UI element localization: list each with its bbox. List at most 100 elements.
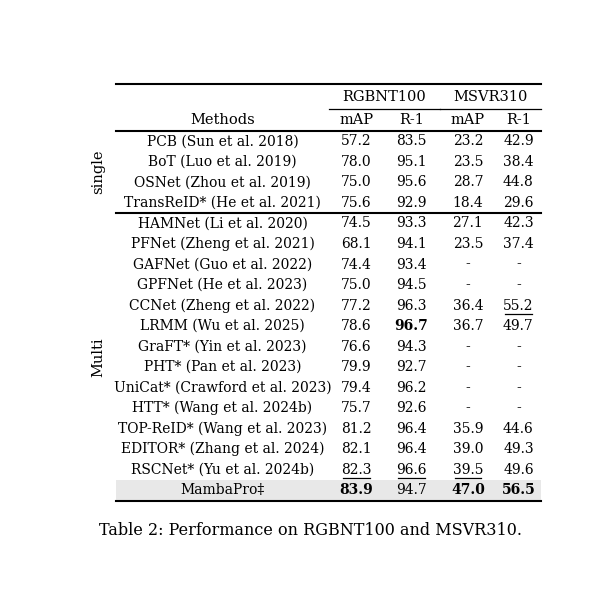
Text: PFNet (Zheng et al. 2021): PFNet (Zheng et al. 2021) [130,237,315,251]
Text: 78.0: 78.0 [341,155,371,169]
Text: -: - [516,278,521,292]
Text: 82.3: 82.3 [341,463,371,477]
Text: -: - [516,401,521,415]
Text: 42.9: 42.9 [503,135,534,148]
Text: 94.7: 94.7 [396,484,427,498]
Text: -: - [465,401,470,415]
Text: 36.7: 36.7 [453,319,483,333]
Bar [116,480,541,501]
Text: 75.0: 75.0 [341,278,371,292]
Text: MambaPro‡: MambaPro‡ [181,484,265,498]
Text: 28.7: 28.7 [453,175,483,190]
Text: 79.4: 79.4 [341,381,371,395]
Text: 94.1: 94.1 [396,237,427,251]
Text: 56.5: 56.5 [502,484,535,498]
Text: TransReID* (He et al. 2021): TransReID* (He et al. 2021) [124,196,321,210]
Text: EDITOR* (Zhang et al. 2024): EDITOR* (Zhang et al. 2024) [121,442,324,456]
Text: 68.1: 68.1 [341,237,371,251]
Text: Methods: Methods [190,113,255,127]
Text: -: - [465,339,470,354]
Text: OSNet (Zhou et al. 2019): OSNet (Zhou et al. 2019) [134,175,311,190]
Text: MSVR310: MSVR310 [453,90,527,104]
Text: 42.3: 42.3 [503,216,534,230]
Text: 23.5: 23.5 [453,155,483,169]
Text: 96.4: 96.4 [396,442,427,456]
Text: TOP-ReID* (Wang et al. 2023): TOP-ReID* (Wang et al. 2023) [118,422,327,436]
Text: 96.2: 96.2 [396,381,427,395]
Text: R-1: R-1 [399,113,424,127]
Text: 44.6: 44.6 [503,422,534,436]
Text: 75.7: 75.7 [341,401,371,415]
Text: Table 2: Performance on RGBNT100 and MSVR310.: Table 2: Performance on RGBNT100 and MSV… [99,522,522,539]
Text: R-1: R-1 [506,113,531,127]
Text: 92.6: 92.6 [396,401,427,415]
Text: 23.5: 23.5 [453,237,483,251]
Text: 23.2: 23.2 [453,135,483,148]
Text: 81.2: 81.2 [341,422,371,436]
Text: 29.6: 29.6 [503,196,534,210]
Text: 47.0: 47.0 [451,484,485,498]
Text: 79.9: 79.9 [341,360,371,374]
Text: -: - [516,339,521,354]
Text: 74.4: 74.4 [341,258,372,271]
Text: RGBNT100: RGBNT100 [342,90,427,104]
Text: 96.6: 96.6 [396,463,427,477]
Text: 93.3: 93.3 [396,216,427,230]
Text: -: - [465,381,470,395]
Text: GraFT* (Yin et al. 2023): GraFT* (Yin et al. 2023) [138,339,307,354]
Text: mAP: mAP [339,113,373,127]
Text: 93.4: 93.4 [396,258,427,271]
Text: 55.2: 55.2 [503,299,534,313]
Text: 18.4: 18.4 [453,196,483,210]
Text: -: - [516,360,521,374]
Text: -: - [465,360,470,374]
Text: -: - [465,278,470,292]
Text: 49.3: 49.3 [503,442,534,456]
Text: 82.1: 82.1 [341,442,371,456]
Text: single: single [91,150,105,195]
Text: 83.5: 83.5 [396,135,427,148]
Text: LRMM (Wu et al. 2025): LRMM (Wu et al. 2025) [140,319,305,333]
Text: 49.7: 49.7 [503,319,534,333]
Text: 96.4: 96.4 [396,422,427,436]
Text: PHT* (Pan et al. 2023): PHT* (Pan et al. 2023) [144,360,301,374]
Text: RSCNet* (Yu et al. 2024b): RSCNet* (Yu et al. 2024b) [131,463,314,477]
Text: 37.4: 37.4 [503,237,534,251]
Text: GAFNet (Guo et al. 2022): GAFNet (Guo et al. 2022) [133,258,312,271]
Text: 77.2: 77.2 [341,299,371,313]
Text: Multi: Multi [91,337,105,377]
Text: BoT (Luo et al. 2019): BoT (Luo et al. 2019) [148,155,297,169]
Text: -: - [516,258,521,271]
Text: 96.3: 96.3 [396,299,427,313]
Text: 92.7: 92.7 [396,360,427,374]
Text: 57.2: 57.2 [341,135,371,148]
Text: 35.9: 35.9 [453,422,483,436]
Text: 96.7: 96.7 [395,319,428,333]
Text: 83.9: 83.9 [339,484,373,498]
Text: 27.1: 27.1 [453,216,483,230]
Text: 94.3: 94.3 [396,339,427,354]
Text: 75.6: 75.6 [341,196,371,210]
Text: -: - [516,381,521,395]
Text: -: - [465,258,470,271]
Text: UniCat* (Crawford et al. 2023): UniCat* (Crawford et al. 2023) [114,381,331,395]
Text: 74.5: 74.5 [341,216,371,230]
Text: PCB (Sun et al. 2018): PCB (Sun et al. 2018) [147,135,298,148]
Text: 39.5: 39.5 [453,463,483,477]
Text: CCNet (Zheng et al. 2022): CCNet (Zheng et al. 2022) [130,298,316,313]
Text: 78.6: 78.6 [341,319,371,333]
Text: GPFNet (He et al. 2023): GPFNet (He et al. 2023) [138,278,308,292]
Text: 36.4: 36.4 [453,299,483,313]
Text: 39.0: 39.0 [453,442,483,456]
Text: 95.1: 95.1 [396,155,427,169]
Text: 95.6: 95.6 [396,175,427,190]
Text: 75.0: 75.0 [341,175,371,190]
Text: 92.9: 92.9 [396,196,427,210]
Text: 44.8: 44.8 [503,175,534,190]
Text: 94.5: 94.5 [396,278,427,292]
Text: 76.6: 76.6 [341,339,371,354]
Text: HAMNet (Li et al. 2020): HAMNet (Li et al. 2020) [138,216,307,230]
Text: mAP: mAP [451,113,485,127]
Text: HTT* (Wang et al. 2024b): HTT* (Wang et al. 2024b) [133,401,313,416]
Text: 38.4: 38.4 [503,155,534,169]
